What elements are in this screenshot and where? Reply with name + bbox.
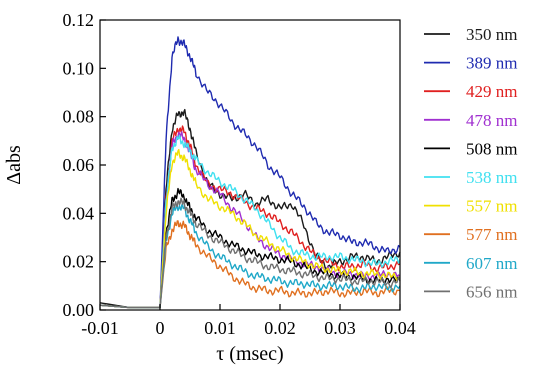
x-tick-label: 0.02 bbox=[264, 318, 296, 338]
series-line bbox=[99, 148, 401, 309]
legend-label: 656 nm bbox=[466, 282, 517, 301]
plot-lines bbox=[99, 36, 401, 309]
legend-label: 350 nm bbox=[466, 25, 517, 44]
series-line bbox=[99, 36, 401, 309]
legend-label: 508 nm bbox=[466, 139, 517, 158]
legend-label: 389 nm bbox=[466, 54, 517, 73]
y-tick-label: 0.08 bbox=[63, 107, 95, 127]
x-tick-label: 0.03 bbox=[324, 318, 356, 338]
legend-label: 429 nm bbox=[466, 82, 517, 101]
legend-label: 557 nm bbox=[466, 197, 517, 216]
series-line bbox=[99, 134, 401, 309]
x-tick-label: 0 bbox=[156, 318, 165, 338]
x-axis-label: τ (msec) bbox=[216, 343, 283, 365]
x-tick-label: 0.04 bbox=[384, 318, 416, 338]
x-tick-label: -0.01 bbox=[81, 318, 119, 338]
plot-frame bbox=[99, 19, 401, 311]
y-tick-label: 0.10 bbox=[63, 58, 95, 78]
y-tick-label: 0.02 bbox=[63, 252, 95, 272]
legend-label: 538 nm bbox=[466, 168, 517, 187]
legend-label: 577 nm bbox=[466, 225, 517, 244]
series-line bbox=[99, 131, 401, 309]
legend: 350 nm 389 nm 429 nm 478 nm 508 nm 538 nm 557 … bbox=[424, 25, 517, 301]
series-line bbox=[99, 108, 401, 309]
x-tick-label: 0.01 bbox=[204, 318, 236, 338]
series-line bbox=[99, 220, 401, 309]
x-axis: -0.01 0 0.01 0.02 0.03 0.04 bbox=[81, 304, 416, 338]
legend-label: 607 nm bbox=[466, 254, 517, 273]
series-line bbox=[99, 203, 401, 309]
series-line bbox=[99, 197, 401, 309]
legend-label: 478 nm bbox=[466, 111, 517, 130]
y-axis-label: Δabs bbox=[3, 145, 25, 185]
y-tick-label: 0.00 bbox=[63, 300, 95, 320]
y-axis: 0.00 0.02 0.04 0.06 0.08 0.10 0.12 bbox=[63, 10, 106, 320]
y-tick-label: 0.06 bbox=[63, 155, 95, 175]
y-tick-label: 0.04 bbox=[63, 203, 95, 223]
y-tick-label: 0.12 bbox=[63, 10, 95, 30]
